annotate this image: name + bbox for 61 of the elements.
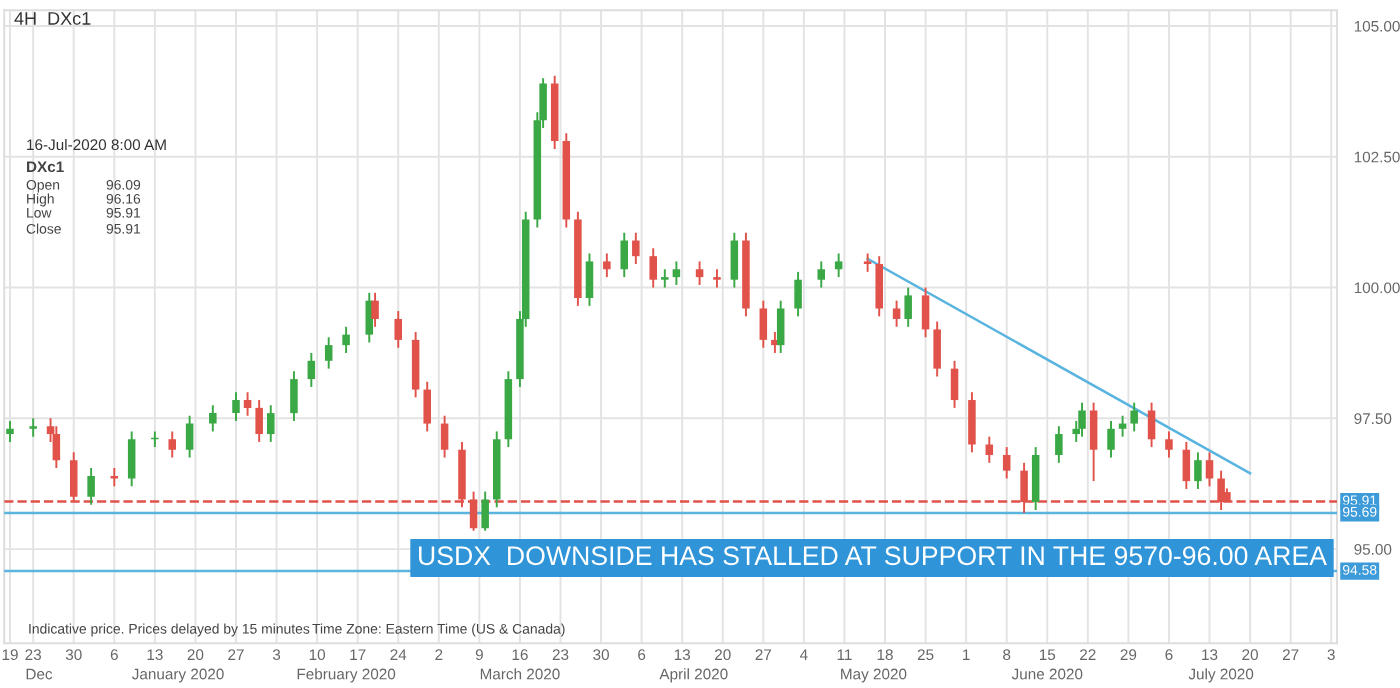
- candlestick: [730, 231, 739, 289]
- candlestick: [892, 299, 901, 328]
- candlestick: [904, 286, 912, 328]
- candlestick: [1089, 401, 1098, 483]
- candlestick: [1031, 446, 1040, 511]
- chart-title: 4H DXc1: [14, 12, 91, 25]
- candlestick: [29, 417, 37, 438]
- candlestick: [1194, 451, 1202, 490]
- candlestick: [933, 320, 941, 378]
- candlestick: [423, 380, 431, 433]
- candlestick: [1147, 401, 1156, 449]
- candlestick: [168, 430, 177, 459]
- candlestick: [713, 268, 721, 289]
- candlestick: [950, 359, 959, 409]
- candlestick: [1078, 401, 1086, 438]
- candlestick: [324, 336, 333, 370]
- candlestick: [481, 490, 489, 532]
- candlestick: [695, 260, 704, 286]
- candlestick: [6, 419, 14, 443]
- annotation: USDX DOWNSIDE HAS STALLED AT SUPPORT IN THE 9570-96.00 AREA: [419, 546, 1327, 566]
- candlestick: [209, 404, 217, 433]
- candlestick: [185, 414, 194, 459]
- candlestick: [817, 260, 826, 289]
- candlestick: [371, 291, 379, 328]
- candlestick: [921, 286, 930, 339]
- candlestick: [307, 351, 316, 388]
- candlestick: [875, 255, 883, 318]
- candlestick: [440, 414, 449, 459]
- candlestick: [127, 430, 136, 488]
- candlestick: [1165, 430, 1173, 459]
- candlestick: [243, 391, 252, 417]
- candlestick: [863, 252, 872, 273]
- candlestick: [266, 404, 275, 443]
- candlestick: [661, 268, 669, 289]
- candlestick: [794, 270, 802, 318]
- candlestick: [585, 252, 594, 307]
- candlestick: [1182, 440, 1191, 490]
- candlestick: [672, 260, 681, 286]
- candlestick: [632, 231, 640, 265]
- candlestick: [1130, 401, 1138, 433]
- candlestick: [759, 299, 768, 349]
- candlestick: [110, 467, 119, 488]
- candlestick: [1118, 414, 1127, 438]
- candlestick: [1055, 425, 1063, 464]
- candlestick: [649, 247, 657, 289]
- candlestick: [87, 467, 95, 506]
- candlestick: [776, 299, 785, 354]
- candlestick: [620, 231, 629, 279]
- candlestick: [985, 435, 994, 464]
- candlestick: [52, 425, 61, 470]
- candlestick: [232, 391, 240, 422]
- candlestick: [1002, 446, 1011, 480]
- candlestick: [834, 252, 843, 279]
- candlestick: [255, 399, 263, 443]
- candlestick: [968, 391, 976, 454]
- candlestick: [1107, 419, 1115, 459]
- candlestick: [342, 325, 350, 354]
- candlestick: [290, 370, 298, 422]
- candlestick: [1205, 451, 1214, 488]
- candlestick: [394, 310, 403, 349]
- candlestick: [603, 252, 611, 279]
